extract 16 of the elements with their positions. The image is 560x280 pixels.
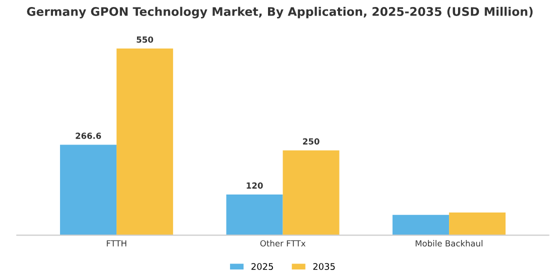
data-label: 250 — [303, 138, 320, 145]
x-tick-label: Mobile Backhaul — [416, 240, 482, 247]
x-tick-label: FTTH — [106, 240, 126, 246]
x-tick-label: Other FTTx — [260, 240, 306, 247]
legend-label: 2035 — [313, 263, 335, 270]
data-label: 120 — [246, 182, 263, 189]
chart-title: Germany GPON Technology Market, By Application, 2025-2035 (USD Million) — [27, 6, 533, 18]
legend-label: 2025 — [251, 263, 273, 270]
bar — [449, 212, 506, 236]
data-label: 550 — [136, 36, 154, 43]
bar — [226, 194, 283, 236]
data-label: 266.6 — [76, 132, 102, 139]
bar — [116, 48, 174, 236]
bar — [60, 144, 117, 236]
bar — [282, 150, 340, 236]
bar — [392, 214, 450, 236]
